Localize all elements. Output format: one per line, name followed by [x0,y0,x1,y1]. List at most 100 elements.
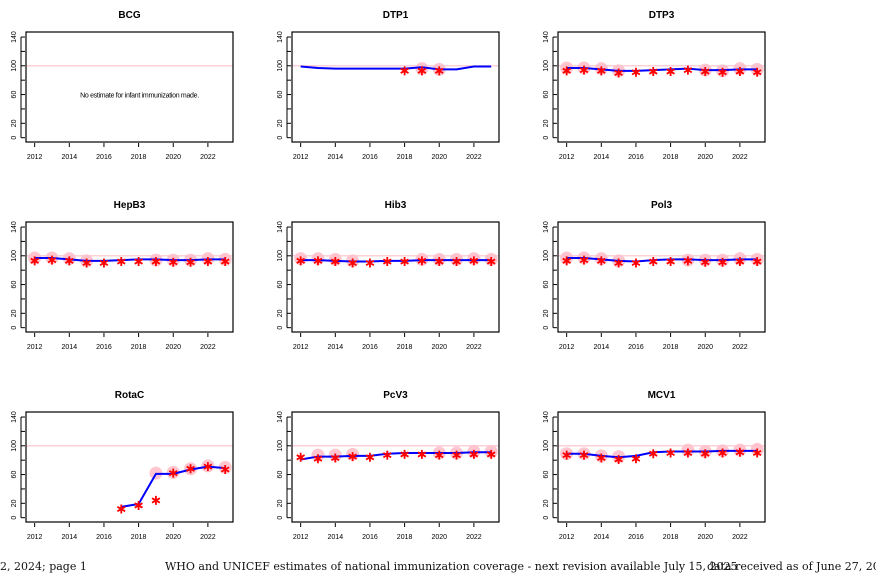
x-tick-label: 2020 [697,534,713,541]
plot-area [300,62,492,76]
y-tick-label: 20 [11,499,18,507]
panel-title: RotaC [115,390,144,401]
reported-point-2021 [718,67,727,77]
x-tick-label: 2020 [431,344,447,351]
panel-title: DTP1 [383,10,409,21]
x-tick-label: 2020 [697,344,713,351]
y-tick-label: 20 [277,499,284,507]
footer-center: WHO and UNICEF estimates of national imm… [165,560,738,573]
x-tick-label: 2018 [131,154,147,161]
plot-frame [291,221,500,333]
x-tick-label: 2022 [732,534,748,541]
reported-point-2022 [203,257,213,267]
reported-point-2022 [203,462,213,472]
reported-point-2017 [648,449,658,459]
reported-point-2019 [417,449,427,459]
panel-dtp1: DTP1 0 20 60 100 140 2012 2014 2016 2018 2020 2022 [277,10,500,161]
y-tick-label: 60 [11,91,18,99]
y-tick-label: 100 [277,60,284,72]
x-tick-label: 2014 [62,534,78,541]
panel-title: HepB3 [114,200,146,211]
x-tick-label: 2012 [293,154,309,161]
reported-point-2019 [683,448,693,458]
plot-frame [291,411,500,523]
y-tick-label: 0 [11,136,18,140]
panel-mcv1: MCV1 0 20 60 100 140 2012 2014 2016 2018 2020 2022 [543,390,766,541]
plot-area [296,445,498,464]
reported-point-2018 [134,257,143,267]
reported-point-2017 [382,257,392,267]
reported-point-2019 [417,256,427,266]
y-tick-label: 0 [543,136,550,140]
x-tick-label: 2012 [559,534,575,541]
reported-point-2023 [220,257,230,267]
plot-frame [25,221,234,333]
reported-point-2018 [666,67,675,77]
y-tick-label: 100 [543,250,550,262]
x-tick-label: 2022 [732,344,748,351]
y-tick-label: 100 [543,440,550,452]
plot-frame [291,31,500,143]
reported-point-2018 [400,66,409,76]
y-tick-label: 0 [277,136,284,140]
reported-point-2023 [752,257,762,267]
x-tick-label: 2022 [200,534,216,541]
reported-point-2022 [735,447,745,457]
x-tick-label: 2022 [466,344,482,351]
y-tick-label: 60 [277,91,284,99]
y-tick-label: 60 [277,471,284,479]
x-tick-label: 2014 [62,154,78,161]
reported-point-2013 [313,256,323,266]
panel-title: MCV1 [648,390,676,401]
plot-area [560,61,764,78]
y-tick-label: 60 [11,471,18,479]
y-tick-label: 0 [277,326,284,330]
x-tick-label: 2020 [697,154,713,161]
y-tick-label: 140 [543,411,550,423]
footer-right: data received as of June 27, 2024 [707,560,876,573]
reported-point-2015 [82,258,91,268]
x-tick-label: 2020 [431,534,447,541]
x-tick-label: 2018 [663,154,679,161]
reported-point-2018 [666,448,675,458]
reported-point-2021 [718,257,727,267]
reported-point-2021 [452,450,461,460]
y-tick-label: 100 [543,60,550,72]
x-tick-label: 2012 [27,154,43,161]
reported-point-2012 [30,256,40,266]
y-tick-label: 0 [543,516,550,520]
reported-point-2021 [718,448,727,458]
y-tick-label: 140 [543,31,550,43]
reported-point-2021 [452,257,461,267]
y-tick-label: 0 [277,516,284,520]
reported-point-2023 [752,67,762,77]
panel-hepb3: HepB3 0 20 60 100 140 2012 2014 2016 2018 2020 2022 [11,200,234,351]
y-tick-label: 140 [277,31,284,43]
reported-point-2016 [365,452,375,462]
y-tick-label: 0 [543,326,550,330]
reported-point-2018 [400,449,409,459]
x-tick-label: 2022 [732,154,748,161]
x-tick-label: 2020 [165,534,181,541]
reported-point-2021 [186,257,195,267]
y-tick-label: 140 [11,221,18,233]
x-tick-label: 2018 [397,534,413,541]
reported-point-2020 [434,66,444,76]
x-tick-label: 2012 [27,344,43,351]
y-tick-label: 100 [11,60,18,72]
panel-bcg: BCG 0 20 60 100 140 2012 2014 2016 2018 2020 2022 No… [11,10,234,161]
reported-point-2013 [313,454,323,464]
x-tick-label: 2014 [594,534,610,541]
x-tick-label: 2014 [594,344,610,351]
y-tick-label: 20 [543,309,550,317]
reported-point-2016 [99,258,109,268]
x-tick-label: 2022 [200,344,216,351]
reported-point-2023 [486,449,496,459]
no-estimate-note: No estimate for infant immunization made… [80,93,199,100]
reported-point-2022 [735,257,745,267]
reported-point-2020 [168,468,178,478]
reported-point-2014 [596,66,606,76]
reported-point-2015 [614,258,623,268]
y-tick-label: 60 [277,281,284,289]
